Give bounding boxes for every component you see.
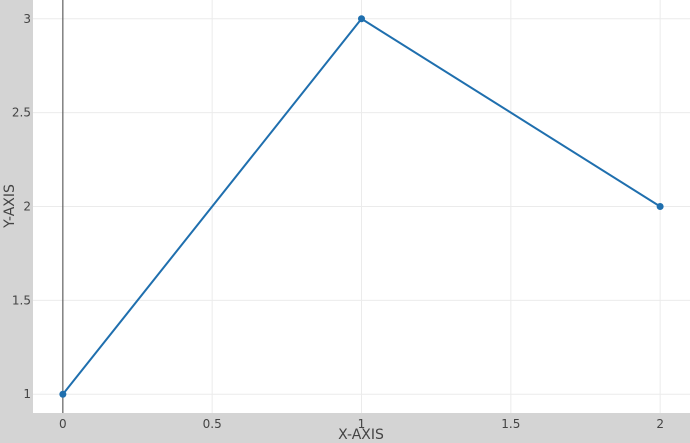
x-tick-label: 0.5 <box>203 417 222 431</box>
x-tick-label: 1 <box>358 417 366 431</box>
y-axis-title: Y-AXIS <box>2 184 18 229</box>
y-tick-label: 2 <box>23 200 31 214</box>
y-tick-label: 1 <box>23 387 31 401</box>
data-point[interactable] <box>656 203 664 210</box>
data-point[interactable] <box>59 390 67 398</box>
x-axis-title: X-AXIS <box>338 427 384 443</box>
y-tick-label: 2.5 <box>12 106 31 120</box>
x-tick-label: 0 <box>59 417 67 431</box>
y-tick-label: 3 <box>23 12 31 26</box>
y-tick-label: 1.5 <box>12 293 31 307</box>
y-axis-ticks: 1 1.5 2 2.5 3 <box>12 12 31 401</box>
x-tick-label: 2 <box>656 417 664 431</box>
data-point[interactable] <box>358 15 365 23</box>
series-layer <box>59 15 664 398</box>
x-tick-label: 1.5 <box>501 417 520 431</box>
x-axis-ticks: 0 0.5 1 1.5 2 <box>59 417 664 431</box>
